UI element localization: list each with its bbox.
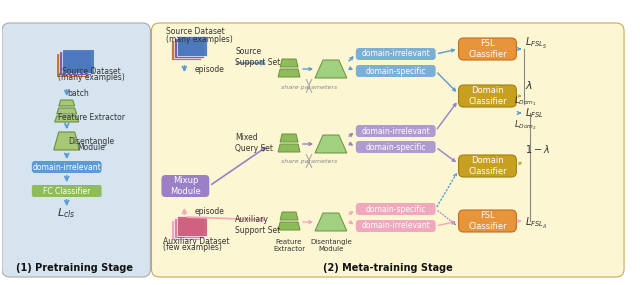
Text: Feature
Extractor: Feature Extractor (273, 239, 305, 252)
Text: domain-irrelevant: domain-irrelevant (362, 221, 430, 231)
Text: Mixup
Module: Mixup Module (170, 176, 201, 196)
Polygon shape (278, 144, 300, 152)
Polygon shape (280, 59, 298, 67)
Bar (175, 38, 204, 58)
Text: Feature Extractor: Feature Extractor (58, 113, 125, 121)
Text: $\mathit{L}_{cls}$: $\mathit{L}_{cls}$ (58, 206, 76, 220)
Text: domain-specific: domain-specific (365, 205, 426, 213)
Text: $\mathit{L}_{Dom_1}$: $\mathit{L}_{Dom_1}$ (515, 94, 537, 108)
Text: FSL
Classifier: FSL Classifier (468, 211, 507, 231)
Text: FSL
Classifier: FSL Classifier (468, 39, 507, 59)
Text: Auxiliary Dataset: Auxiliary Dataset (163, 237, 230, 245)
Text: $\mathit{L}_{FSL_A}$: $\mathit{L}_{FSL_A}$ (525, 215, 548, 231)
FancyBboxPatch shape (32, 161, 102, 173)
FancyBboxPatch shape (356, 65, 436, 77)
Polygon shape (315, 213, 347, 231)
FancyBboxPatch shape (356, 220, 436, 232)
Text: episode: episode (195, 207, 224, 215)
Text: batch: batch (67, 89, 88, 97)
Bar (56, 53, 88, 77)
Polygon shape (278, 69, 300, 77)
FancyBboxPatch shape (152, 23, 624, 277)
FancyBboxPatch shape (458, 85, 516, 107)
Text: share parameters: share parameters (281, 160, 337, 164)
Text: domain-irrelevant: domain-irrelevant (362, 50, 430, 58)
FancyBboxPatch shape (356, 203, 436, 215)
Text: domain-specific: domain-specific (365, 66, 426, 76)
Text: Disentangle
Module: Disentangle Module (310, 239, 352, 252)
FancyBboxPatch shape (32, 185, 102, 197)
FancyBboxPatch shape (458, 155, 516, 177)
Polygon shape (54, 132, 80, 150)
Text: (many examples): (many examples) (58, 74, 125, 82)
Text: Source
Support Set: Source Support Set (236, 47, 280, 67)
Text: $\mathit{L}_{Dom_2}$: $\mathit{L}_{Dom_2}$ (515, 118, 537, 132)
Text: Auxiliary
Support Set: Auxiliary Support Set (236, 215, 280, 235)
Polygon shape (55, 116, 79, 122)
Text: (2) Meta-training Stage: (2) Meta-training Stage (323, 263, 452, 273)
Polygon shape (315, 60, 347, 78)
Text: Disentangle: Disentangle (68, 137, 115, 146)
Text: $\lambda$: $\lambda$ (525, 79, 533, 91)
Polygon shape (315, 135, 347, 153)
FancyBboxPatch shape (458, 210, 516, 232)
Text: (many examples): (many examples) (166, 34, 233, 44)
Polygon shape (57, 108, 77, 114)
Polygon shape (280, 134, 298, 142)
Bar (177, 216, 207, 236)
Text: Domain
Classifier: Domain Classifier (468, 86, 507, 106)
Text: Source Dataset: Source Dataset (166, 27, 225, 36)
Bar (177, 36, 207, 56)
FancyBboxPatch shape (356, 48, 436, 60)
Text: FC Classifier: FC Classifier (43, 186, 90, 196)
Text: $1-\lambda$: $1-\lambda$ (525, 143, 550, 155)
Text: share parameters: share parameters (281, 84, 337, 89)
Bar (172, 220, 202, 240)
FancyBboxPatch shape (356, 141, 436, 153)
Bar (172, 40, 202, 60)
Text: Mixed
Query Set: Mixed Query Set (236, 133, 273, 153)
Polygon shape (280, 212, 298, 220)
FancyBboxPatch shape (356, 125, 436, 137)
Text: episode: episode (195, 64, 224, 74)
FancyBboxPatch shape (2, 23, 150, 277)
FancyBboxPatch shape (458, 38, 516, 60)
Text: Source Dataset: Source Dataset (62, 68, 121, 76)
Polygon shape (278, 222, 300, 230)
FancyBboxPatch shape (161, 175, 209, 197)
Text: (few examples): (few examples) (163, 243, 222, 251)
Text: (1) Pretraining Stage: (1) Pretraining Stage (16, 263, 133, 273)
Bar (61, 49, 93, 73)
Text: Domain
Classifier: Domain Classifier (468, 156, 507, 176)
Text: domain-specific: domain-specific (365, 142, 426, 152)
Text: $\mathit{L}_{FSL_S}$: $\mathit{L}_{FSL_S}$ (525, 35, 548, 50)
Text: $\mathit{L}_{FSL}$: $\mathit{L}_{FSL}$ (525, 106, 545, 120)
Text: domain-irrelevant: domain-irrelevant (33, 162, 101, 172)
Text: Module: Module (77, 142, 106, 152)
Text: domain-irrelevant: domain-irrelevant (362, 127, 430, 135)
Bar (59, 51, 91, 75)
Polygon shape (59, 100, 75, 106)
Bar (175, 218, 204, 238)
